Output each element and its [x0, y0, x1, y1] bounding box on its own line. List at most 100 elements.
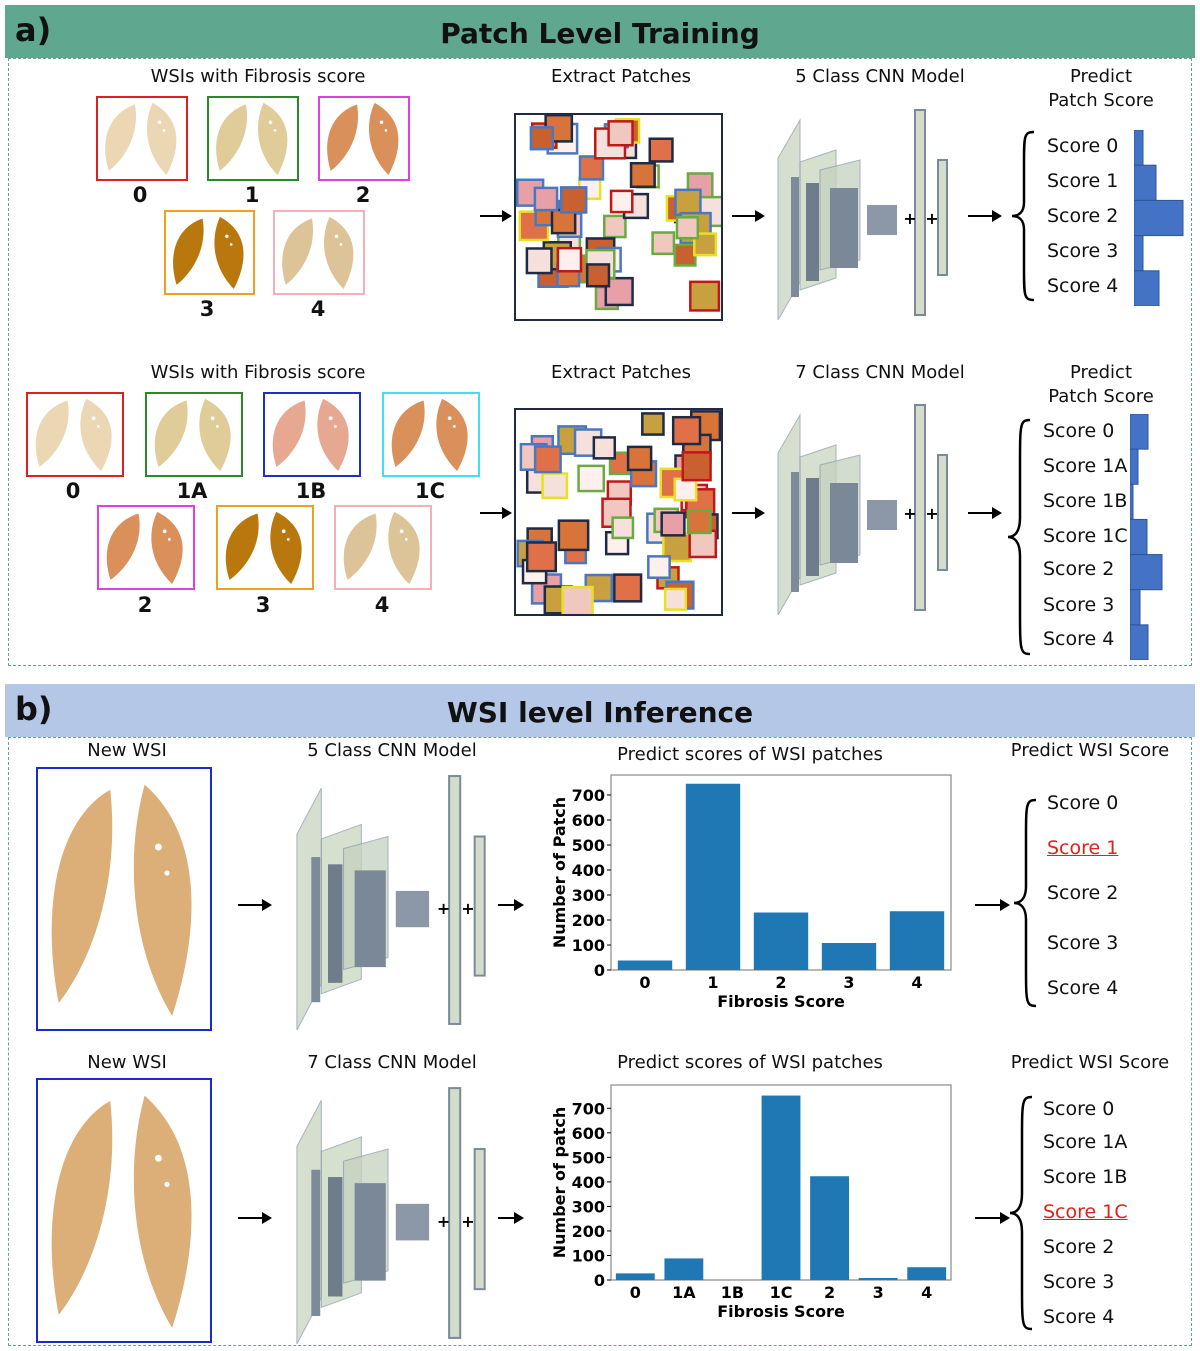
tissue-lobe — [270, 511, 302, 584]
arrow-icon — [480, 507, 512, 519]
histogram-bar — [1130, 624, 1149, 660]
y-tick-label: 300 — [572, 886, 605, 905]
section-a-tag: a) — [15, 11, 52, 49]
wsi-label: WSIs with Fibrosis score — [150, 66, 366, 87]
bar-1A — [664, 1258, 704, 1280]
patch-score-histogram — [1130, 414, 1163, 660]
image-patch — [607, 120, 634, 147]
feature-map — [791, 177, 799, 297]
predict-label: Predict — [1070, 66, 1132, 87]
dense-layer — [914, 404, 926, 611]
predicted-score: Score 1C — [1043, 1201, 1128, 1223]
histogram-bar — [1134, 235, 1144, 272]
score-item: Score 3 — [1047, 240, 1119, 262]
section-b-header: b) WSI level Inference — [5, 684, 1195, 737]
fibrosis-score-label: 0 — [132, 183, 148, 207]
x-tick-label: 0 — [639, 973, 650, 992]
tissue-lobe — [388, 511, 420, 584]
histogram-bar — [1134, 130, 1144, 166]
tissue-lobe — [272, 400, 306, 467]
image-patch — [629, 161, 656, 189]
image-patch — [681, 451, 712, 482]
pooling-block — [867, 500, 897, 530]
patch-collage — [514, 113, 723, 321]
dense-layer — [448, 1087, 462, 1339]
dense-layer — [914, 109, 926, 316]
connection-plus-icon: + — [437, 1212, 450, 1231]
new-wsi-slide — [36, 1078, 212, 1343]
curly-brace-icon — [1013, 798, 1037, 1008]
patch-score-bar-chart: 0 1 2 3 4 0 100 200 300 400 500 600 700 Fibrosis Scor… — [550, 774, 952, 1011]
y-axis-label: Number of patch — [550, 1107, 569, 1259]
cnn-model-diagram: + + — [296, 1087, 486, 1344]
bar-2 — [753, 912, 809, 970]
score-item: Score 2 — [1043, 1236, 1115, 1258]
wsi-slide-thumbnail — [164, 210, 255, 295]
arrow-icon — [975, 1212, 1010, 1224]
score-item: Score 1C — [1043, 525, 1128, 547]
y-tick-label: 500 — [572, 1148, 605, 1167]
image-patch — [556, 246, 583, 273]
chart-title: Predict scores of WSI patches — [617, 744, 883, 765]
tissue-lobe — [106, 513, 140, 580]
section-a-frame — [8, 58, 1192, 666]
wsi-slide-thumbnail — [26, 392, 124, 477]
model-label: 5 Class CNN Model — [307, 740, 477, 761]
image-patch — [648, 137, 674, 163]
new-wsi-label: New WSI — [87, 740, 167, 761]
tissue-lobe — [173, 218, 204, 285]
image-patch — [559, 186, 588, 214]
tissue-lobe — [80, 398, 112, 471]
image-patch — [688, 529, 718, 559]
image-patch — [671, 415, 702, 446]
arrow-icon — [238, 899, 272, 911]
score-item: Score 3 — [1047, 932, 1119, 954]
fibrosis-score-label: 2 — [137, 593, 153, 617]
y-tick-label: 200 — [572, 911, 605, 930]
bar-0 — [617, 960, 673, 970]
x-tick-label: 1C — [770, 1283, 793, 1302]
image-patch — [673, 477, 698, 502]
pooling-block — [395, 890, 430, 928]
wsi-slide-thumbnail — [96, 96, 188, 181]
fibrosis-score-label: 3 — [255, 593, 271, 617]
image-patch — [578, 155, 605, 181]
y-tick-label: 600 — [572, 811, 605, 830]
tissue-lobe — [51, 1100, 113, 1315]
image-patch — [592, 436, 617, 460]
histogram-bar — [1130, 483, 1134, 520]
tissue-lobe — [225, 513, 259, 580]
x-tick-label: 1A — [672, 1283, 696, 1302]
image-patch — [651, 231, 676, 256]
image-patch — [585, 263, 611, 288]
predict-wsi-label: Predict WSI Score — [1010, 740, 1170, 761]
score-item: Score 1A — [1043, 455, 1128, 477]
tissue-lobe — [436, 398, 468, 471]
histogram-bar — [1134, 164, 1157, 201]
tissue-lobe — [146, 102, 177, 175]
x-tick-label: 3 — [843, 973, 854, 992]
wsi-label: WSIs with Fibrosis score — [150, 362, 366, 383]
bar-4 — [907, 1267, 947, 1280]
cnn-model-diagram: + + — [777, 109, 948, 320]
tissue-lobe — [343, 513, 377, 580]
fibrosis-score-label: 4 — [374, 593, 390, 617]
x-tick-label: 1B — [721, 1283, 744, 1302]
section-a-header: a) Patch Level Training — [5, 5, 1195, 58]
extract-patches-label: Extract Patches — [550, 362, 692, 383]
new-wsi-slide — [36, 767, 212, 1031]
output-layer — [473, 1148, 486, 1291]
bar-2 — [810, 1176, 849, 1280]
arrow-icon — [968, 210, 1002, 222]
connection-plus-icon: + — [925, 209, 938, 228]
histogram-bar — [1130, 414, 1149, 450]
tissue-lobe — [216, 104, 248, 171]
image-patch — [603, 214, 627, 239]
patch-collage — [514, 408, 723, 616]
score-item: Score 2 — [1043, 558, 1115, 580]
fibrosis-score-label: 4 — [310, 297, 326, 321]
image-patch — [689, 280, 721, 312]
fibrosis-score-label: 1A — [176, 479, 208, 503]
image-patch — [673, 243, 697, 267]
image-patch — [525, 541, 558, 573]
